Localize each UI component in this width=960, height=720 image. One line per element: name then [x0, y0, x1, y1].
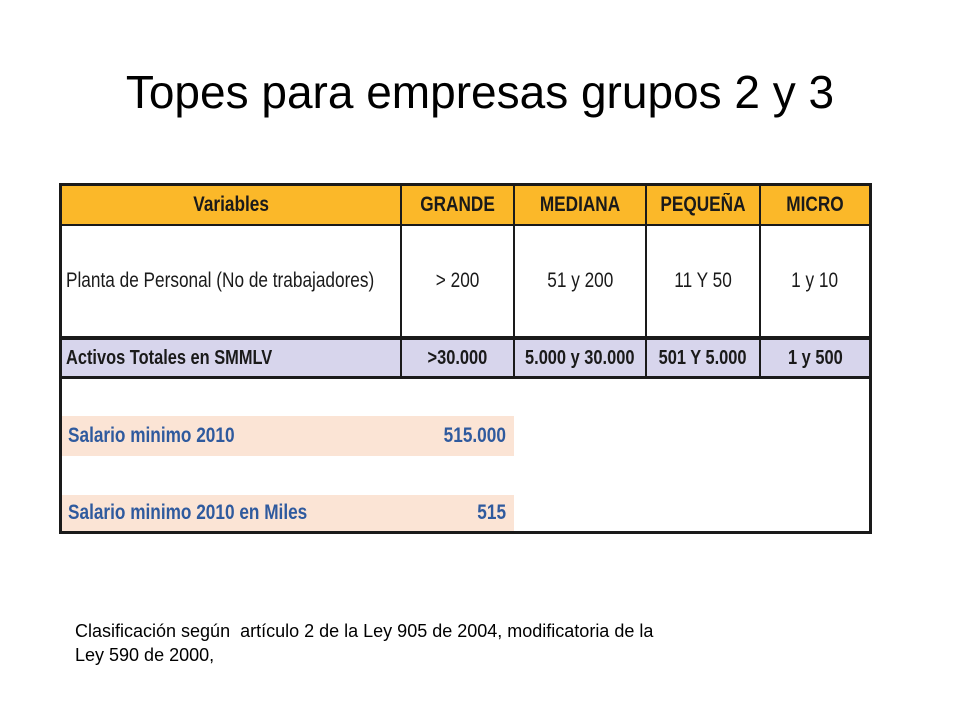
planta-pequena-cell: 11 Y 50	[647, 226, 759, 336]
planta-grande-cell: > 200	[402, 226, 513, 336]
salary-thousands-label: Salario minimo 2010 en Miles	[68, 501, 308, 524]
header-mediana: MEDIANA	[515, 186, 645, 224]
divider-col-1	[400, 186, 402, 379]
footnote: Clasificación según artículo 2 de la Ley…	[75, 619, 875, 667]
salary-label: Salario minimo 2010	[68, 424, 235, 447]
activos-label: Activos Totales en SMMLV	[66, 346, 273, 369]
activos-mediana: 5.000 y 30.000	[525, 346, 635, 369]
salary-thousands-row: Salario minimo 2010 en Miles 515	[62, 495, 514, 531]
footnote-line-1: Clasificación según artículo 2 de la Ley…	[75, 621, 654, 641]
planta-grande: > 200	[435, 269, 480, 292]
divider-col-2	[513, 186, 515, 379]
divider-col-3	[645, 186, 647, 379]
salary-row: Salario minimo 2010 515.000	[62, 416, 514, 456]
activos-grande: >30.000	[427, 346, 488, 369]
header-variables: Variables	[62, 186, 400, 224]
footnote-line-2: Ley 590 de 2000,	[75, 645, 215, 665]
planta-pequena: 11 Y 50	[674, 269, 732, 292]
activos-grande-cell: >30.000	[402, 340, 513, 376]
slide-title: Topes para empresas grupos 2 y 3	[125, 66, 835, 118]
header-mediana-label: MEDIANA	[539, 193, 621, 216]
divider-under-totals	[62, 376, 869, 379]
divider-col-4	[759, 186, 761, 379]
activos-pequena: 501 Y 5.000	[659, 346, 747, 369]
activos-micro-cell: 1 y 500	[761, 340, 869, 376]
activos-pequena-cell: 501 Y 5.000	[647, 340, 759, 376]
planta-label: Planta de Personal (No de trabajadores)	[66, 269, 375, 292]
divider-under-header	[62, 224, 869, 226]
header-micro-label: MICRO	[786, 193, 844, 216]
planta-micro: 1 y 10	[791, 269, 839, 292]
planta-micro-cell: 1 y 10	[761, 226, 869, 336]
company-size-table: Variables GRANDE MEDIANA PEQUEÑA MICRO P…	[59, 183, 872, 534]
activos-label-cell: Activos Totales en SMMLV	[62, 340, 400, 376]
activos-micro: 1 y 500	[787, 346, 843, 369]
header-grande: GRANDE	[402, 186, 513, 224]
header-grande-label: GRANDE	[420, 193, 495, 216]
activos-mediana-cell: 5.000 y 30.000	[515, 340, 645, 376]
planta-mediana: 51 y 200	[546, 269, 614, 292]
planta-mediana-cell: 51 y 200	[515, 226, 645, 336]
salary-thousands-value: 515	[477, 501, 506, 524]
salary-value: 515.000	[443, 424, 506, 447]
header-pequena: PEQUEÑA	[647, 186, 759, 224]
header-pequena-label: PEQUEÑA	[660, 193, 746, 216]
header-variables-label: Variables	[193, 193, 269, 216]
header-micro: MICRO	[761, 186, 869, 224]
divider-above-totals	[62, 336, 869, 340]
planta-label-cell: Planta de Personal (No de trabajadores)	[62, 226, 400, 336]
